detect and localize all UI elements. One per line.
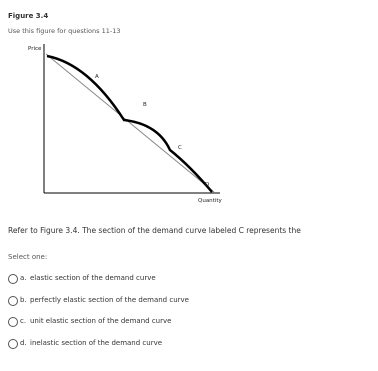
option-letter: b. (20, 295, 27, 304)
figure-title: Figure 3.4 (8, 12, 49, 20)
linear-demand (45, 53, 215, 193)
option-text[interactable]: inelastic section of the demand curve (30, 338, 163, 347)
curve-label: A (95, 74, 99, 80)
figure: Price A B C D Quantity (28, 44, 223, 204)
radio-button[interactable] (8, 274, 18, 284)
prompt: Select one: (8, 253, 48, 261)
curve-label: B (143, 102, 147, 108)
demand-curve (46, 54, 213, 193)
figure-subtitle: Use this figure for questions 11-13 (8, 27, 121, 35)
option-text[interactable]: perfectly elastic section of the demand … (30, 295, 189, 304)
question-text: Refer to Figure 3.4. The section of the … (8, 226, 301, 235)
option-letter: d. (20, 338, 27, 347)
curve-label: C (178, 145, 182, 151)
option-letter: c. (20, 317, 27, 325)
option-text[interactable]: unit elastic section of the demand curve (30, 317, 172, 325)
option-letter: a. (20, 274, 27, 282)
radio-button[interactable] (8, 338, 18, 349)
x-axis-label: Quantity (198, 198, 223, 204)
radio-button[interactable] (8, 295, 18, 306)
radio-button[interactable] (8, 317, 18, 327)
y-axis-label: Price (28, 46, 42, 52)
option-text[interactable]: elastic section of the demand curve (30, 274, 156, 282)
curve-label: D (205, 182, 209, 188)
